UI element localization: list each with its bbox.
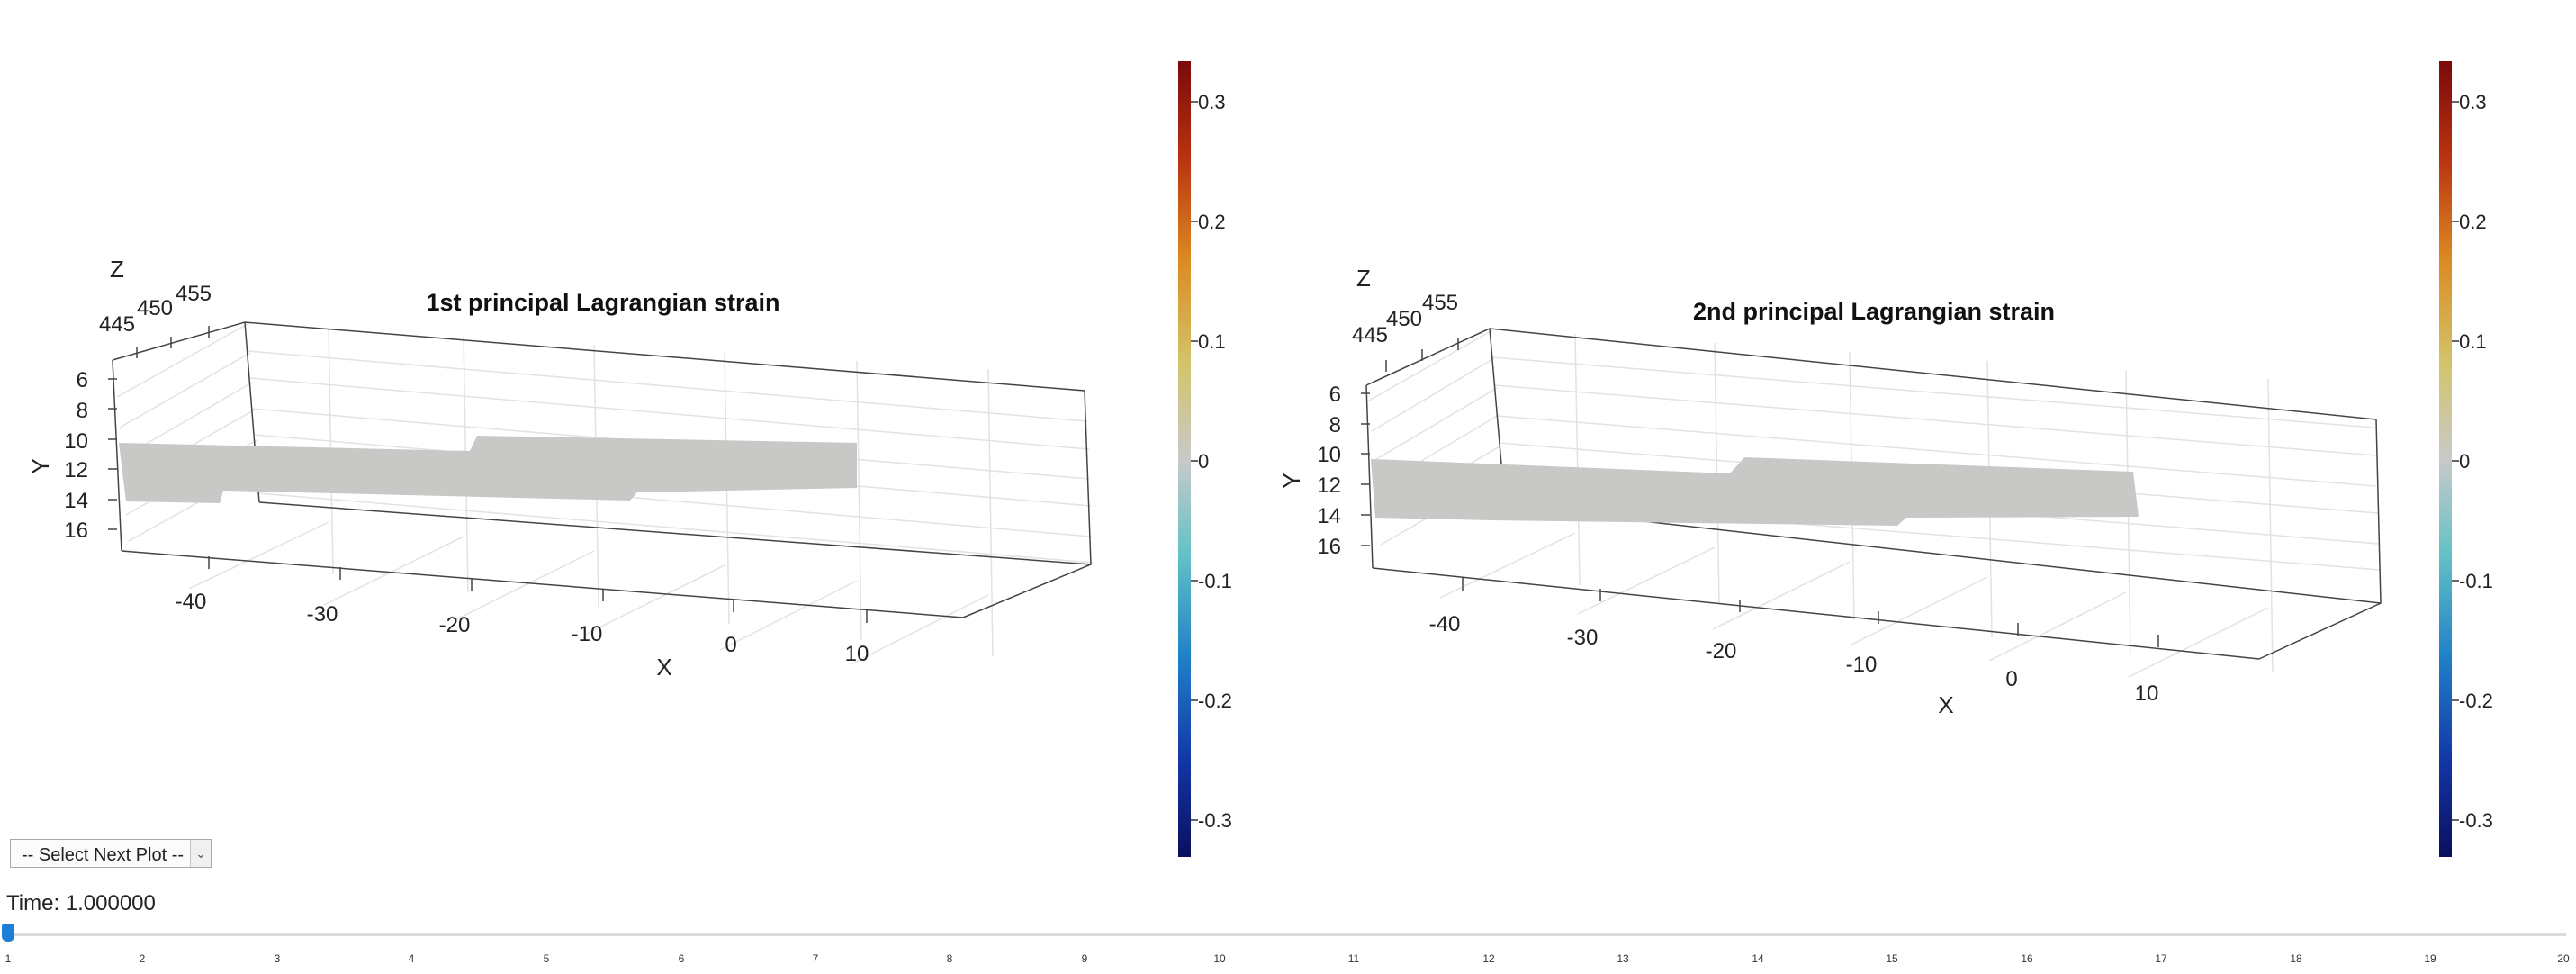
- z-tick-label: 445: [99, 312, 135, 337]
- z-axis-label: Z: [110, 256, 124, 283]
- colorbar-tick-label: 0.3: [1198, 91, 1226, 113]
- z-tick-label: 450: [137, 296, 173, 320]
- z-tick-label: 445: [1352, 323, 1388, 347]
- x-tick-label: -20: [439, 613, 471, 637]
- plot-2: -40 -30 -20 -10 0 10 X 6 8 10 12 14 16 Y…: [1278, 61, 2493, 857]
- strain-surface-1: [119, 436, 857, 503]
- x-tick-label: -40: [1429, 612, 1461, 636]
- slider-tick-label: 17: [2155, 952, 2167, 965]
- colorbar-tick-label: -0.3: [2459, 809, 2493, 832]
- x-axis-label: X: [1938, 691, 1953, 718]
- y-tick-label: 12: [1317, 473, 1341, 498]
- z-tick-label: 450: [1386, 307, 1422, 331]
- time-slider-track[interactable]: [8, 933, 2566, 936]
- y-axis-label: Y: [1278, 473, 1305, 488]
- y-tick-label: 12: [64, 458, 88, 482]
- slider-tick-label: 7: [812, 952, 819, 965]
- slider-tick-label: 12: [1482, 952, 1495, 965]
- slider-tick-label: 14: [1752, 952, 1764, 965]
- axes-box-edges-1: [112, 321, 1092, 618]
- slider-tick-label: 8: [946, 952, 953, 965]
- slider-tick-label: 19: [2424, 952, 2436, 965]
- slider-tick-label: 10: [1213, 952, 1226, 965]
- y-axis-ticks-2: [1361, 392, 1370, 546]
- colorbar-tick-label: 0.2: [1198, 211, 1226, 233]
- z-axis-ticks-1: [136, 326, 210, 358]
- colorbar-tick-label: 0.3: [2459, 91, 2487, 113]
- strain-surface-2: [1371, 457, 2139, 526]
- plot-select-dropdown[interactable]: -- Select Next Plot -- ⌄: [10, 839, 212, 868]
- slider-tick-label: 11: [1347, 952, 1360, 965]
- x-tick-label: 0: [725, 633, 736, 657]
- y-tick-label: 16: [1317, 535, 1341, 559]
- colorbar-tick-label: 0.1: [1198, 330, 1226, 353]
- colorbar-tick-label: -0.3: [1198, 809, 1232, 832]
- colorbar-tick-label: 0: [1198, 450, 1209, 473]
- y-axis-label: Y: [27, 458, 54, 473]
- slider-tick-label: 5: [543, 952, 550, 965]
- x-tick-label: 10: [2135, 681, 2159, 706]
- slider-tick-label: 4: [408, 952, 415, 965]
- z-axis-ticks-2: [1385, 338, 1459, 372]
- slider-tick-label: 6: [678, 952, 685, 965]
- plot-select-label: -- Select Next Plot --: [22, 845, 185, 865]
- colorbar-tick-label: -0.1: [2459, 570, 2493, 592]
- slider-tick-label: 1: [5, 952, 12, 965]
- plot-title: 2nd principal Lagrangian strain: [1693, 298, 2055, 325]
- y-tick-label: 16: [64, 519, 88, 543]
- slider-tick-label: 2: [139, 952, 146, 965]
- x-tick-label: -20: [1706, 639, 1737, 663]
- x-axis-ticks-1: [208, 556, 868, 623]
- slider-tick-label: 20: [2557, 952, 2570, 965]
- slider-tick-label: 9: [1081, 952, 1088, 965]
- y-tick-label: 6: [77, 368, 88, 392]
- colorbar-tick-label: -0.1: [1198, 570, 1232, 592]
- z-axis-label: Z: [1356, 265, 1371, 292]
- y-tick-label: 8: [1329, 413, 1341, 437]
- colorbar-tick-label: 0: [2459, 450, 2470, 473]
- colorbar-2: 0.3 0.2 0.1 0 -0.1 -0.2 -0.3: [2439, 61, 2493, 857]
- colorbar-tick-label: -0.2: [2459, 690, 2493, 712]
- x-tick-label: 10: [845, 642, 869, 666]
- slider-tick-label: 15: [1886, 952, 1898, 965]
- chevron-down-icon[interactable]: ⌄: [190, 840, 211, 867]
- plot-title: 1st principal Lagrangian strain: [426, 289, 779, 316]
- slider-tick-label: 13: [1617, 952, 1629, 965]
- colorbar-1: 0.3 0.2 0.1 0 -0.1 -0.2 -0.3: [1178, 61, 1232, 857]
- x-axis-ticks-2: [1462, 578, 2159, 647]
- x-tick-label: -30: [1567, 626, 1599, 650]
- time-readout: Time: 1.000000: [6, 891, 156, 915]
- x-tick-label: -30: [307, 602, 338, 627]
- x-tick-label: -40: [176, 590, 207, 614]
- plot-1: -40 -30 -20 -10 0 10 X 6 8 10 12 14 16 Y…: [27, 61, 1232, 857]
- time-slider-thumb[interactable]: [2, 924, 14, 942]
- y-tick-label: 6: [1329, 383, 1341, 407]
- y-tick-label: 10: [64, 429, 88, 454]
- x-axis-label: X: [656, 654, 671, 681]
- slider-tick-label: 3: [274, 952, 281, 965]
- colorbar-tick-label: 0.2: [2459, 211, 2487, 233]
- x-tick-label: -10: [1846, 653, 1878, 677]
- y-tick-label: 8: [77, 399, 88, 423]
- y-tick-label: 14: [64, 489, 88, 513]
- slider-tick-label: 18: [2290, 952, 2302, 965]
- y-axis-ticks-1: [108, 378, 117, 530]
- colorbar-tick-label: -0.2: [1198, 690, 1232, 712]
- x-tick-label: 0: [2005, 667, 2017, 691]
- colorbar-tick-label: 0.1: [2459, 330, 2487, 353]
- x-tick-label: -10: [572, 622, 603, 646]
- y-tick-label: 10: [1317, 443, 1341, 467]
- slider-tick-label: 16: [2021, 952, 2033, 965]
- y-tick-label: 14: [1317, 504, 1341, 528]
- z-tick-label: 455: [176, 282, 212, 306]
- z-tick-label: 455: [1422, 291, 1458, 315]
